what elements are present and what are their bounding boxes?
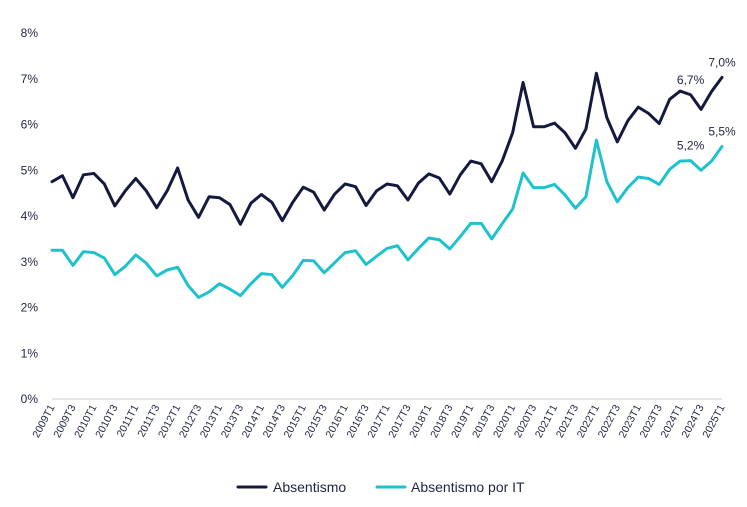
y-tick-label: 0% bbox=[21, 392, 39, 406]
x-axis: 2009T12009T32010T12010T32011T12011T32012… bbox=[30, 398, 728, 440]
y-tick-label: 3% bbox=[21, 255, 39, 269]
y-tick-label: 5% bbox=[21, 163, 39, 177]
y-tick-label: 2% bbox=[21, 301, 39, 315]
series-line-absentismo bbox=[50, 71, 724, 226]
series-layer bbox=[50, 71, 724, 299]
data-labels: 6,7%7,0% 5,2%5,5% bbox=[677, 55, 736, 152]
legend-label: Absentismo bbox=[273, 479, 346, 495]
data-label: 5,2% bbox=[677, 139, 705, 153]
y-tick-label: 7% bbox=[21, 72, 39, 86]
series-line-absentismo-por-it bbox=[50, 138, 724, 299]
legend: Absentismo Absentismo por IT bbox=[236, 479, 525, 495]
y-tick-label: 6% bbox=[21, 118, 39, 132]
y-tick-label: 8% bbox=[21, 26, 39, 40]
legend-label: Absentismo por IT bbox=[411, 479, 525, 495]
data-label: 7,0% bbox=[708, 55, 736, 69]
data-label: 6,7% bbox=[677, 73, 705, 87]
data-label: 5,5% bbox=[708, 124, 736, 138]
y-axis: 0% 1% 2% 3% 4% 5% 6% 7% 8% bbox=[21, 26, 39, 406]
y-tick-label: 1% bbox=[21, 346, 39, 360]
y-tick-label: 4% bbox=[21, 209, 39, 223]
